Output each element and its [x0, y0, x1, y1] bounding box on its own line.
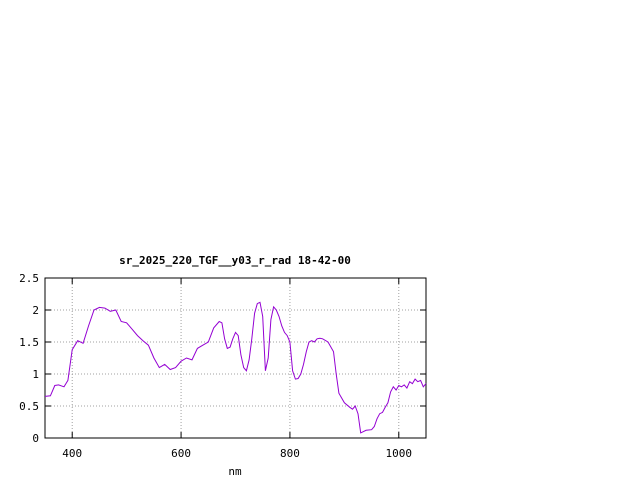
labels: sr_2025_220_TGF__y03_r_rad 18-42-00 nm: [119, 254, 351, 478]
chart-title: sr_2025_220_TGF__y03_r_rad 18-42-00: [119, 254, 351, 267]
y-tick-label: 2.5: [19, 272, 39, 285]
y-tick-label: 2: [32, 304, 39, 317]
y-tick-label: 1: [32, 368, 39, 381]
x-tick-label: 1000: [386, 447, 413, 460]
y-tick-label: 1.5: [19, 336, 39, 349]
x-axis-label: nm: [228, 465, 242, 478]
x-tick-label: 600: [171, 447, 191, 460]
plot-frame: [44, 277, 427, 439]
grid: [45, 278, 426, 438]
axes: 0 0.5 1 1.5 2 2.5 400 600 800 1000: [19, 272, 427, 460]
x-tick-label: 400: [62, 447, 82, 460]
y-tick-label: 0: [32, 432, 39, 445]
series-line: [44, 301, 427, 434]
x-tick-label: 800: [280, 447, 300, 460]
y-tick-label: 0.5: [19, 400, 39, 413]
series-group: [44, 301, 427, 434]
